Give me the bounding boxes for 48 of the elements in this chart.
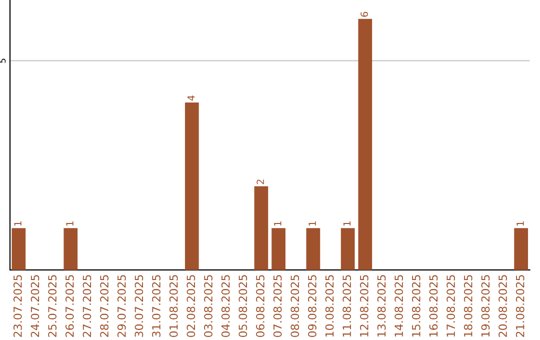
- x-tick-label: 15.08.2025: [412, 275, 420, 337]
- x-tick-label: 06.08.2025: [256, 275, 264, 338]
- bar: [254, 186, 268, 270]
- x-tick-label: 07.08.2025: [273, 275, 282, 338]
- x-tick-label: 30.07.2025: [134, 275, 144, 337]
- x-tick-label: 27.07.2025: [82, 275, 92, 337]
- x-tick-label: 02.08.2025: [186, 275, 196, 338]
- data-label: 6: [360, 12, 368, 17]
- x-tick-label: 11.08.2025: [342, 275, 352, 337]
- data-label: 1: [274, 221, 282, 226]
- x-tick-label: 03.08.2025: [204, 275, 212, 338]
- x-tick-label: 01.08.2025: [169, 275, 178, 338]
- x-tick-label: 14.08.2025: [394, 275, 404, 337]
- x-tick-label: 24.07.2025: [30, 275, 40, 337]
- data-label: 1: [14, 221, 22, 226]
- data-label: 1: [308, 221, 316, 226]
- x-tick-label: 25.07.2025: [48, 275, 57, 337]
- data-label: 1: [516, 221, 524, 226]
- x-tick-label: 17.08.2025: [446, 275, 455, 337]
- x-tick-label: 04.08.2025: [221, 275, 230, 338]
- bar: [514, 228, 528, 270]
- x-tick-label: 13.08.2025: [377, 275, 386, 337]
- x-tick-label: 10.08.2025: [325, 275, 334, 337]
- data-label: 4: [187, 96, 195, 101]
- x-tick-label: 05.08.2025: [238, 275, 248, 338]
- x-tick-label: 12.08.2025: [360, 275, 368, 337]
- x-tick-label: 21.08.2025: [516, 275, 524, 337]
- x-tick-label: 26.07.2025: [65, 275, 74, 337]
- bar: [184, 102, 199, 270]
- bar: [64, 228, 78, 270]
- x-tick-label: 19.08.2025: [481, 275, 490, 337]
- bar: [272, 228, 286, 270]
- x-tick-label: 29.07.2025: [117, 275, 126, 337]
- x-tick-label: 18.08.2025: [464, 275, 472, 337]
- bar: [12, 228, 26, 270]
- data-label: 1: [66, 221, 74, 226]
- x-tick-label: 23.07.2025: [13, 275, 22, 337]
- data-label: 1: [343, 221, 351, 226]
- x-tick-label: 08.08.2025: [290, 275, 300, 338]
- data-label: 2: [256, 180, 264, 184]
- bar: [340, 228, 355, 270]
- x-tick-label: 20.08.2025: [498, 275, 507, 337]
- x-tick-label: 09.08.2025: [308, 275, 316, 338]
- x-tick-label: 28.07.2025: [100, 275, 108, 337]
- x-tick-label: 31.07.2025: [152, 275, 160, 337]
- bar: [358, 18, 372, 270]
- x-tick-label: 16.08.2025: [429, 275, 438, 337]
- bar: [306, 228, 320, 270]
